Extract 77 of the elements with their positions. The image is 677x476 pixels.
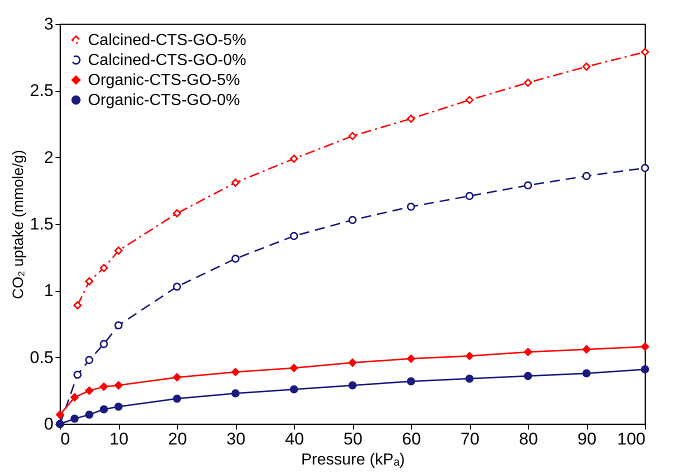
x-tick-label: 100 <box>617 430 646 448</box>
point <box>524 78 532 87</box>
x-tick-label: 0 <box>60 430 70 448</box>
point <box>524 348 532 356</box>
y-tick-label: 1 <box>44 281 54 300</box>
point <box>524 181 532 190</box>
point <box>172 373 182 382</box>
point <box>172 394 182 403</box>
y-tick-label: 1.5 <box>30 214 54 234</box>
point <box>231 368 240 376</box>
point <box>114 246 123 255</box>
x-tick-label: 70 <box>460 430 480 448</box>
y-axis-title: CO₂ uptake (mmole/g) <box>10 150 27 300</box>
point <box>465 374 474 383</box>
y-tick-label: 2.5 <box>30 81 54 100</box>
point <box>348 216 357 224</box>
point <box>231 389 240 398</box>
point <box>290 232 298 240</box>
point <box>56 410 64 419</box>
point <box>348 381 357 390</box>
point <box>640 342 650 351</box>
legend-label: Organic-CTS-GO-5% <box>88 72 240 89</box>
point <box>640 164 650 172</box>
y-tick-label: 3 <box>44 14 54 34</box>
point <box>406 377 416 386</box>
x-tick-label: 30 <box>226 430 246 448</box>
x-tick-label: 40 <box>285 430 304 448</box>
point <box>73 370 82 379</box>
point <box>348 358 357 367</box>
legend-label: Organic-CTS-GO-0% <box>88 92 240 109</box>
point <box>114 381 123 390</box>
point <box>100 405 108 414</box>
point <box>172 209 182 218</box>
x-tick-label: 50 <box>344 430 362 448</box>
point <box>582 369 591 378</box>
point <box>406 114 416 123</box>
x-tick-label: 20 <box>168 430 187 448</box>
point <box>406 354 416 363</box>
point <box>114 321 123 330</box>
legend-label: Calcined-CTS-GO-5% <box>88 32 246 49</box>
point <box>231 178 240 187</box>
y-tick-label: 0.5 <box>30 348 54 367</box>
point <box>465 352 474 360</box>
point <box>70 393 79 402</box>
point <box>70 414 79 423</box>
point <box>582 62 591 71</box>
point <box>172 282 182 291</box>
point <box>85 386 94 395</box>
point <box>73 301 82 310</box>
point <box>406 202 416 211</box>
point <box>290 154 298 163</box>
point <box>640 48 650 56</box>
point <box>290 385 298 394</box>
point <box>100 264 108 272</box>
x-tick-label: 90 <box>578 430 596 448</box>
point <box>100 382 108 391</box>
x-tick-label: 80 <box>519 430 538 448</box>
point <box>114 402 123 411</box>
x-axis-title: Pressure (kPₐ) <box>301 452 405 468</box>
x-tick-label: 10 <box>110 430 128 448</box>
point <box>640 365 650 374</box>
point <box>231 254 240 263</box>
point <box>465 192 474 200</box>
point <box>582 345 591 354</box>
point <box>100 340 108 348</box>
point <box>582 172 591 180</box>
point <box>290 364 298 372</box>
point <box>524 372 532 380</box>
point <box>348 132 357 140</box>
y-tick-label: 2 <box>44 148 54 167</box>
legend-label: Calcined-CTS-GO-0% <box>88 52 246 69</box>
point <box>465 96 474 104</box>
point <box>85 277 94 286</box>
x-tick-label: 60 <box>402 430 421 448</box>
point <box>85 356 94 364</box>
point <box>85 410 94 419</box>
y-tick-label: 0 <box>44 414 54 434</box>
